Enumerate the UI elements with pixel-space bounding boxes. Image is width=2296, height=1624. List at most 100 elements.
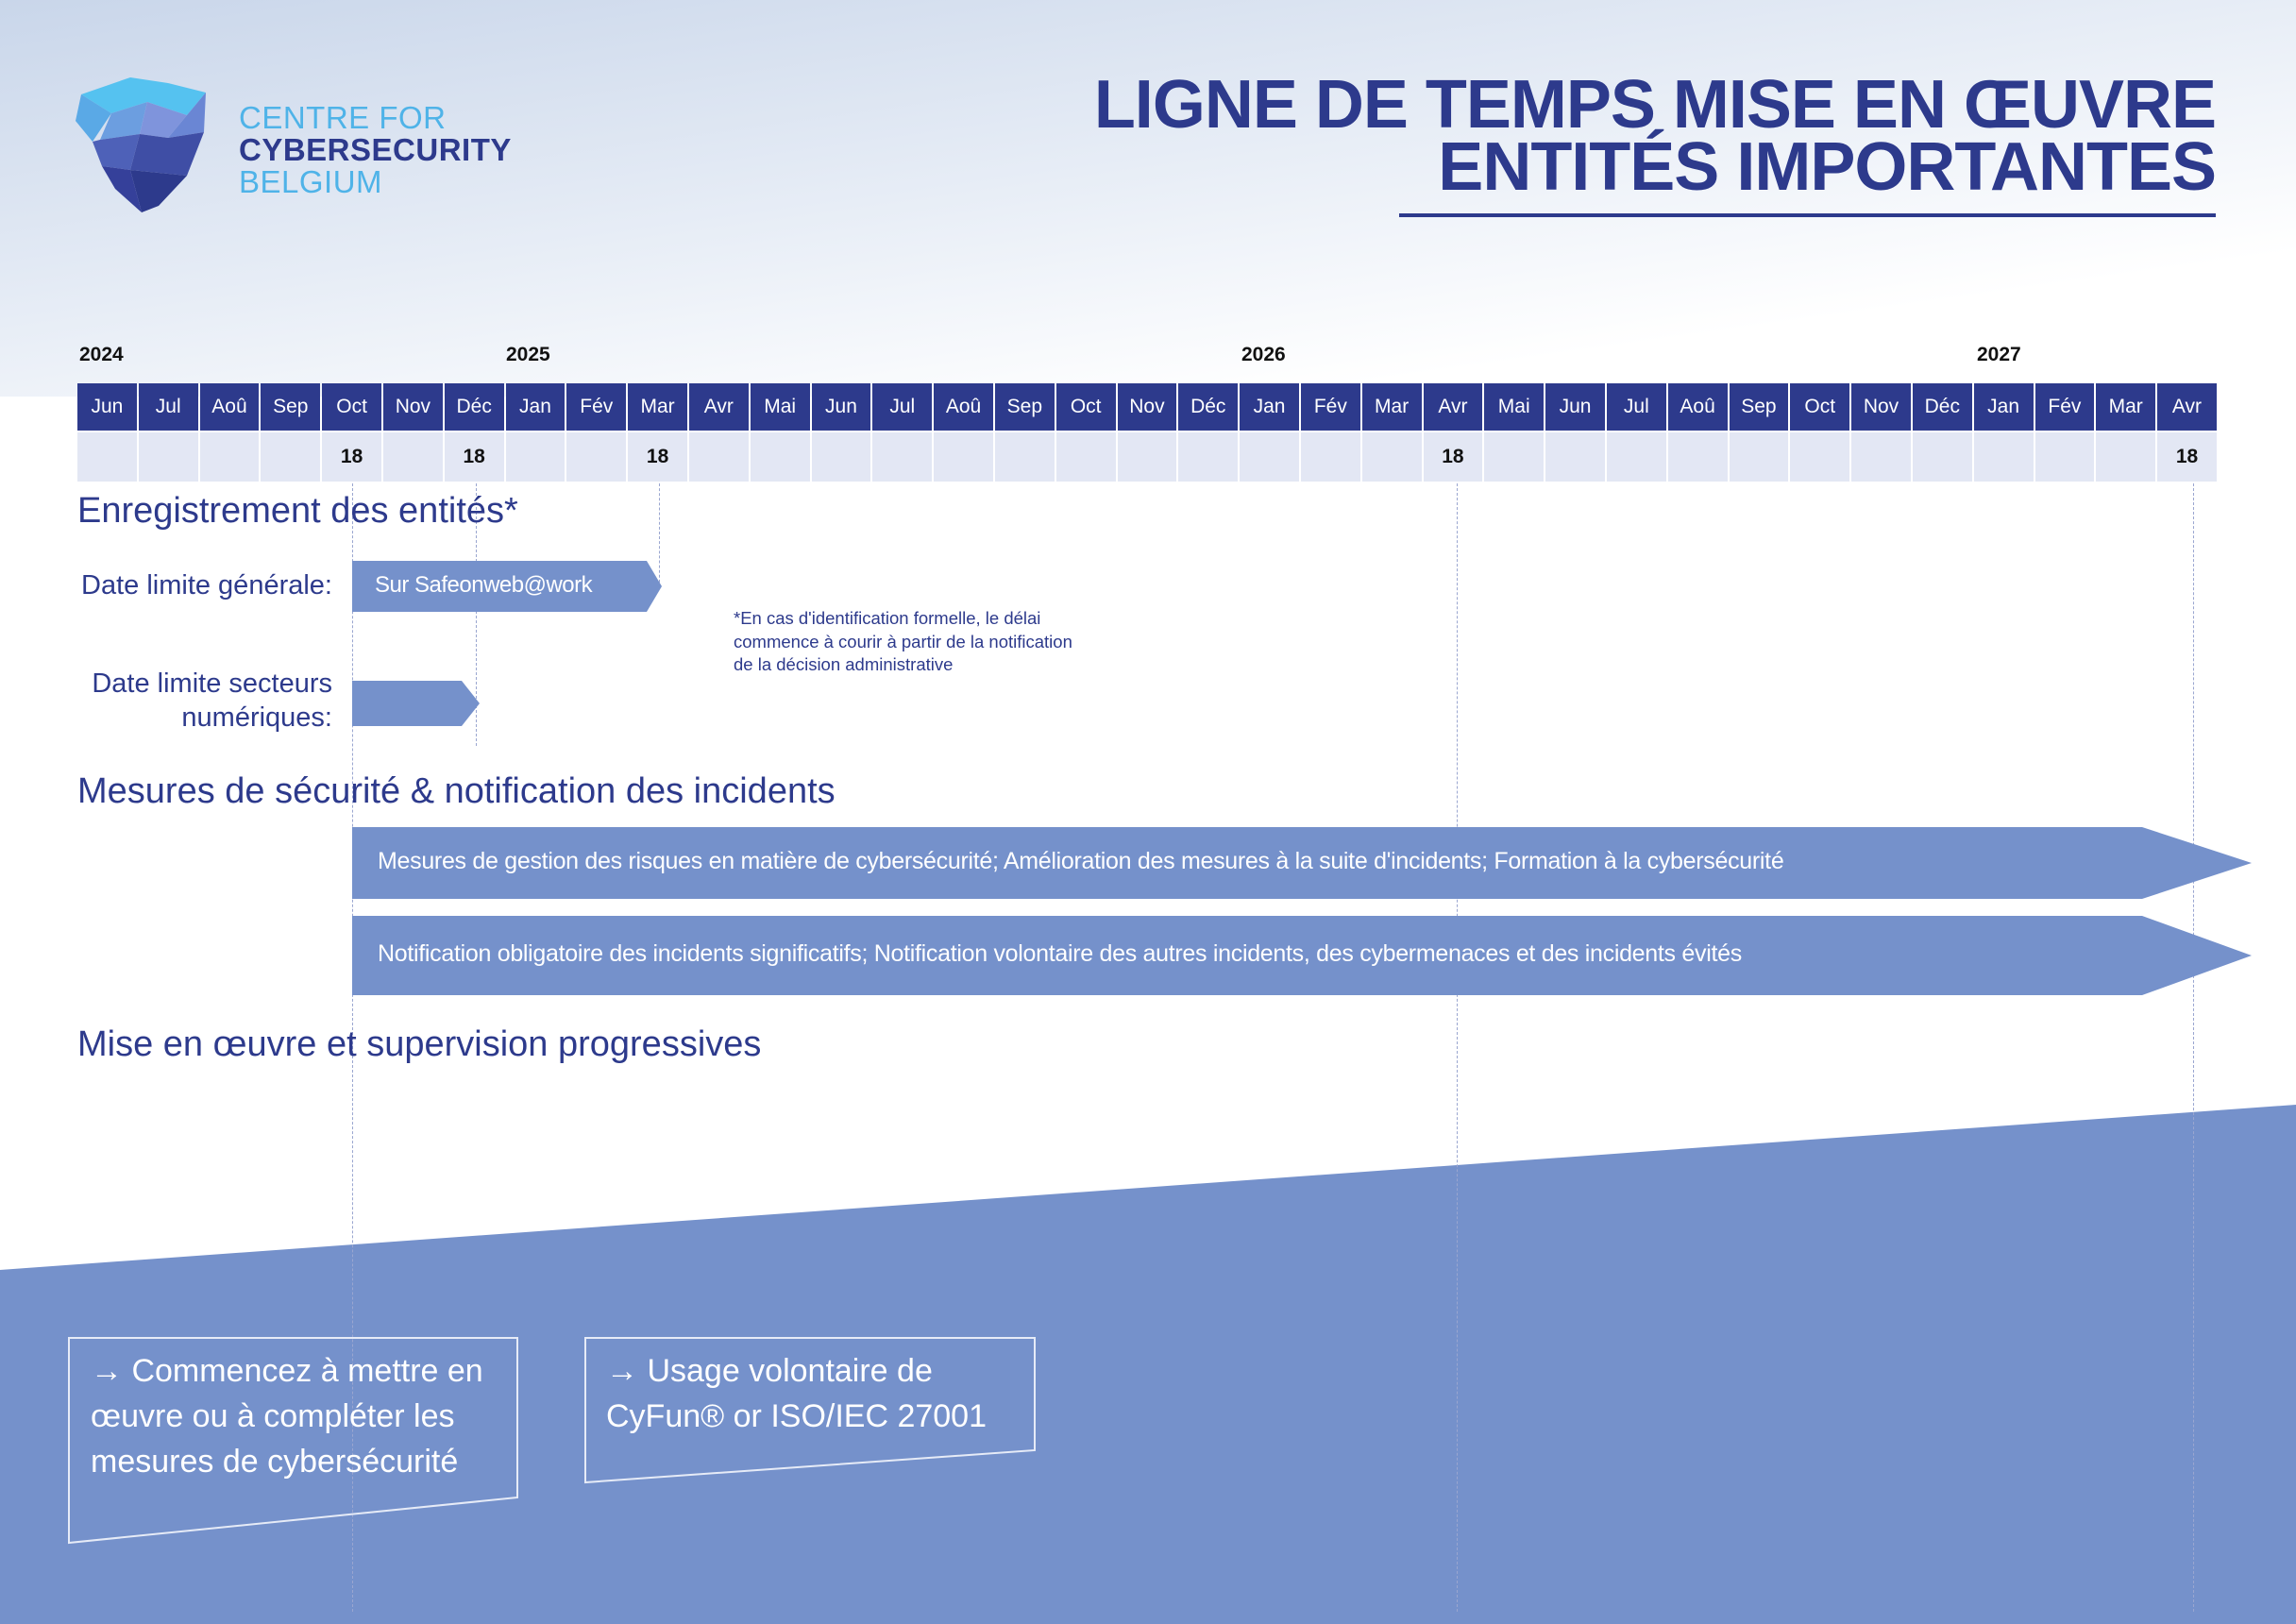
risk-measures-bar xyxy=(352,827,2252,899)
month-header: Jun Jul Aoû Sep Oct Nov Déc Jan Fév Mar Avr Mai Jun J… xyxy=(77,383,2219,431)
month-cell: Nov xyxy=(1851,383,1911,431)
digital-deadline-label: Date limite secteurs numériques: xyxy=(92,667,332,735)
general-deadline-bar xyxy=(352,561,662,612)
day-cell xyxy=(1973,432,2034,482)
month-cell: Fév xyxy=(1300,383,1360,431)
risk-measures-bar-label: Mesures de gestion des risques en matièr… xyxy=(378,848,1784,874)
day-cell xyxy=(1117,432,1177,482)
title-line-1: LIGNE DE TEMPS MISE EN ŒUVRE xyxy=(1093,67,2217,143)
digital-deadline-bar xyxy=(352,681,480,726)
year-2025: 2025 xyxy=(506,344,550,365)
day-cell: 18 xyxy=(2157,432,2217,482)
day-cell: 18 xyxy=(628,432,687,482)
month-cell: Déc xyxy=(1912,383,1972,431)
month-cell: Oct xyxy=(1055,383,1116,431)
guide-line-dec-2024 xyxy=(476,483,477,746)
month-cell: Mar xyxy=(2096,383,2156,431)
day-cell xyxy=(1055,432,1116,482)
day-cell: 18 xyxy=(444,432,504,482)
day-cell xyxy=(1729,432,1789,482)
box-start-implementation-text: → Commencez à mettre en œuvre ou à compl… xyxy=(91,1353,483,1480)
logo-line-2: CYBERSECURITY xyxy=(239,132,512,167)
guide-line-apr-2027 xyxy=(2193,483,2194,1612)
month-cell: Jun xyxy=(811,383,871,431)
year-2024: 2024 xyxy=(79,344,124,365)
day-cell xyxy=(382,432,443,482)
month-cell: Jan xyxy=(1240,383,1299,431)
month-cell: Aoû xyxy=(1667,383,1728,431)
page-title: LIGNE DE TEMPS MISE EN ŒUVRE ENTITÉS IMP… xyxy=(1093,67,2217,205)
day-cell xyxy=(1484,432,1545,482)
guide-line-mar-2025 xyxy=(659,483,660,587)
month-cell: Sep xyxy=(261,383,321,431)
day-cell xyxy=(872,432,933,482)
guide-line-oct-2024 xyxy=(352,483,353,1612)
month-cell: Mai xyxy=(750,383,810,431)
day-cell xyxy=(77,432,137,482)
title-underline xyxy=(1399,213,2216,217)
section-title-security: Mesures de sécurité & notification des i… xyxy=(77,771,836,811)
title-line-2: ENTITÉS IMPORTANTES xyxy=(1438,129,2217,205)
guide-line-apr-2026 xyxy=(1457,483,1458,1612)
day-cell xyxy=(1667,432,1728,482)
header-background xyxy=(0,0,2296,397)
logo-line-3: BELGIUM xyxy=(239,164,383,199)
month-cell: Fév xyxy=(2034,383,2095,431)
month-cell: Fév xyxy=(566,383,627,431)
section-title-supervision: Mise en œuvre et supervision progressive… xyxy=(77,1024,762,1064)
month-cell: Mai xyxy=(1484,383,1545,431)
registration-footnote: *En cas d'identification formelle, le dé… xyxy=(734,608,1072,674)
month-cell: Mar xyxy=(1361,383,1422,431)
month-cell: Sep xyxy=(1729,383,1789,431)
day-cell xyxy=(1178,432,1239,482)
month-cell: Jan xyxy=(1973,383,2034,431)
month-cell: Jun xyxy=(1545,383,1605,431)
month-cell: Jun xyxy=(77,383,137,431)
box-voluntary-frameworks xyxy=(584,1337,1036,1484)
month-cell: Avr xyxy=(1423,383,1483,431)
month-cell: Avr xyxy=(2157,383,2217,431)
general-deadline-bar-label: Sur Safeonweb@work xyxy=(375,572,593,598)
day-cell xyxy=(1851,432,1911,482)
incident-notification-bar xyxy=(352,916,2252,995)
box-start-implementation xyxy=(68,1337,518,1545)
day-cell xyxy=(199,432,260,482)
month-cell: Jul xyxy=(138,383,198,431)
month-cell: Oct xyxy=(322,383,381,431)
box-voluntary-frameworks-text: → Usage volontaire de CyFun® or ISO/IEC … xyxy=(606,1353,988,1434)
day-cell xyxy=(505,432,566,482)
day-cell xyxy=(1790,432,1850,482)
cfcb-logo-icon xyxy=(76,77,206,212)
year-2027: 2027 xyxy=(1977,344,2021,365)
day-cell xyxy=(1300,432,1360,482)
day-cell xyxy=(2096,432,2156,482)
day-cell xyxy=(1240,432,1299,482)
digital-deadline-label-line-1: Date limite secteurs xyxy=(92,668,332,699)
month-cell: Jan xyxy=(505,383,566,431)
year-2026: 2026 xyxy=(1241,344,1286,365)
day-cell xyxy=(138,432,198,482)
day-cell: 18 xyxy=(1423,432,1483,482)
logo-text: CENTRE FOR CYBERSECURITY BELGIUM xyxy=(239,102,512,198)
day-cell xyxy=(2034,432,2095,482)
month-cell: Déc xyxy=(1178,383,1239,431)
logo-line-1: CENTRE FOR xyxy=(239,100,447,135)
incident-notification-bar-label: Notification obligatoire des incidents s… xyxy=(378,940,1742,967)
month-cell: Aoû xyxy=(199,383,260,431)
day-cell: 18 xyxy=(322,432,381,482)
day-cell xyxy=(1361,432,1422,482)
day-cell xyxy=(1606,432,1666,482)
day-cell xyxy=(934,432,993,482)
day-row: 18 18 18 18 18 xyxy=(77,432,2219,482)
month-cell: Nov xyxy=(1117,383,1177,431)
digital-deadline-label-line-2: numériques: xyxy=(181,702,332,733)
month-cell: Oct xyxy=(1790,383,1850,431)
day-cell xyxy=(566,432,627,482)
section-title-registration: Enregistrement des entités* xyxy=(77,491,518,531)
day-cell xyxy=(750,432,810,482)
month-cell: Avr xyxy=(688,383,749,431)
month-cell: Nov xyxy=(382,383,443,431)
day-cell xyxy=(811,432,871,482)
month-cell: Déc xyxy=(444,383,504,431)
